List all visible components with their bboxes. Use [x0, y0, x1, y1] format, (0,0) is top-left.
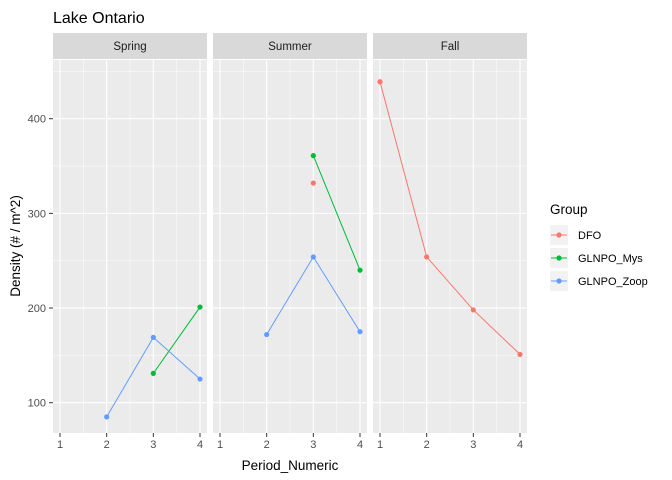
series-glnpo-zoop [104, 334, 203, 420]
series-glnpo-mys [310, 153, 363, 273]
series-line [152, 306, 201, 374]
y-tick-label: 300 [28, 208, 46, 220]
series-glnpo-zoop [264, 254, 363, 338]
legend: Group DFO GLNPO_Mys GLNPO_Zoop [550, 202, 648, 291]
data-point [150, 334, 156, 340]
data-point [377, 79, 383, 85]
facet-strip-label: Summer [268, 41, 312, 53]
data-point [470, 307, 476, 313]
data-point [424, 254, 430, 260]
facet-spring: Spring 1 2 3 4 [53, 33, 207, 451]
x-tick-label: 3 [310, 439, 316, 451]
legend-label: GLNPO_Zoop [578, 276, 648, 288]
y-tick-label: 400 [28, 114, 46, 126]
legend-entry: GLNPO_Zoop [550, 271, 648, 291]
x-tick-label: 1 [377, 439, 383, 451]
data-point [310, 180, 316, 186]
x-tick-label: 4 [197, 439, 203, 451]
data-point [357, 267, 363, 273]
series-glnpo-mys [150, 304, 203, 376]
facet-panels: Spring 1 2 3 4 Summer 1 2 3 4 Fall 1 2 3 4 [53, 33, 527, 451]
data-point [197, 304, 203, 310]
y-axis-title: Density (# / m^2) [8, 195, 23, 297]
data-point [310, 254, 316, 260]
series-dfo [310, 180, 316, 186]
facet-strip [213, 33, 367, 59]
x-axis-title: Period_Numeric [242, 458, 339, 473]
data-point [517, 351, 523, 358]
facet-strip [373, 33, 527, 59]
data-point [357, 329, 363, 335]
series-line [379, 81, 521, 355]
y-tick-label: 100 [28, 398, 46, 410]
x-tick-label: 2 [424, 439, 430, 451]
facet-strip [53, 33, 207, 59]
x-tick-label: 2 [104, 439, 110, 451]
data-point [310, 153, 316, 159]
legend-label: GLNPO_Mys [578, 253, 643, 265]
x-tick-label: 4 [357, 439, 363, 451]
data-point [150, 370, 156, 376]
legend-key-point [556, 278, 562, 284]
x-tick-label: 1 [217, 439, 223, 451]
legend-key-point [556, 232, 562, 238]
series-dfo [377, 79, 523, 358]
facet-strip-label: Fall [441, 41, 460, 53]
legend-label: DFO [578, 230, 602, 242]
legend-title: Group [550, 202, 588, 217]
facet-strip-label: Spring [113, 41, 146, 53]
x-tick-label: 3 [470, 439, 476, 451]
legend-key-point [556, 255, 562, 261]
data-point [264, 331, 270, 338]
data-point [197, 376, 203, 382]
legend-entry: DFO [550, 225, 602, 245]
facet-fall: Fall 1 2 3 4 [373, 33, 527, 451]
legend-entry: GLNPO_Mys [550, 248, 643, 268]
y-axis-ticks: 100 200 300 400 [28, 114, 53, 410]
data-point [104, 414, 110, 420]
x-tick-label: 4 [517, 439, 523, 451]
x-tick-label: 2 [264, 439, 270, 451]
x-tick-label: 3 [150, 439, 156, 451]
facet-summer: Summer 1 2 3 4 [213, 33, 367, 451]
y-tick-label: 200 [28, 303, 46, 315]
x-tick-label: 1 [57, 439, 63, 451]
chart-title: Lake Ontario [53, 10, 145, 27]
series-line [312, 155, 361, 271]
